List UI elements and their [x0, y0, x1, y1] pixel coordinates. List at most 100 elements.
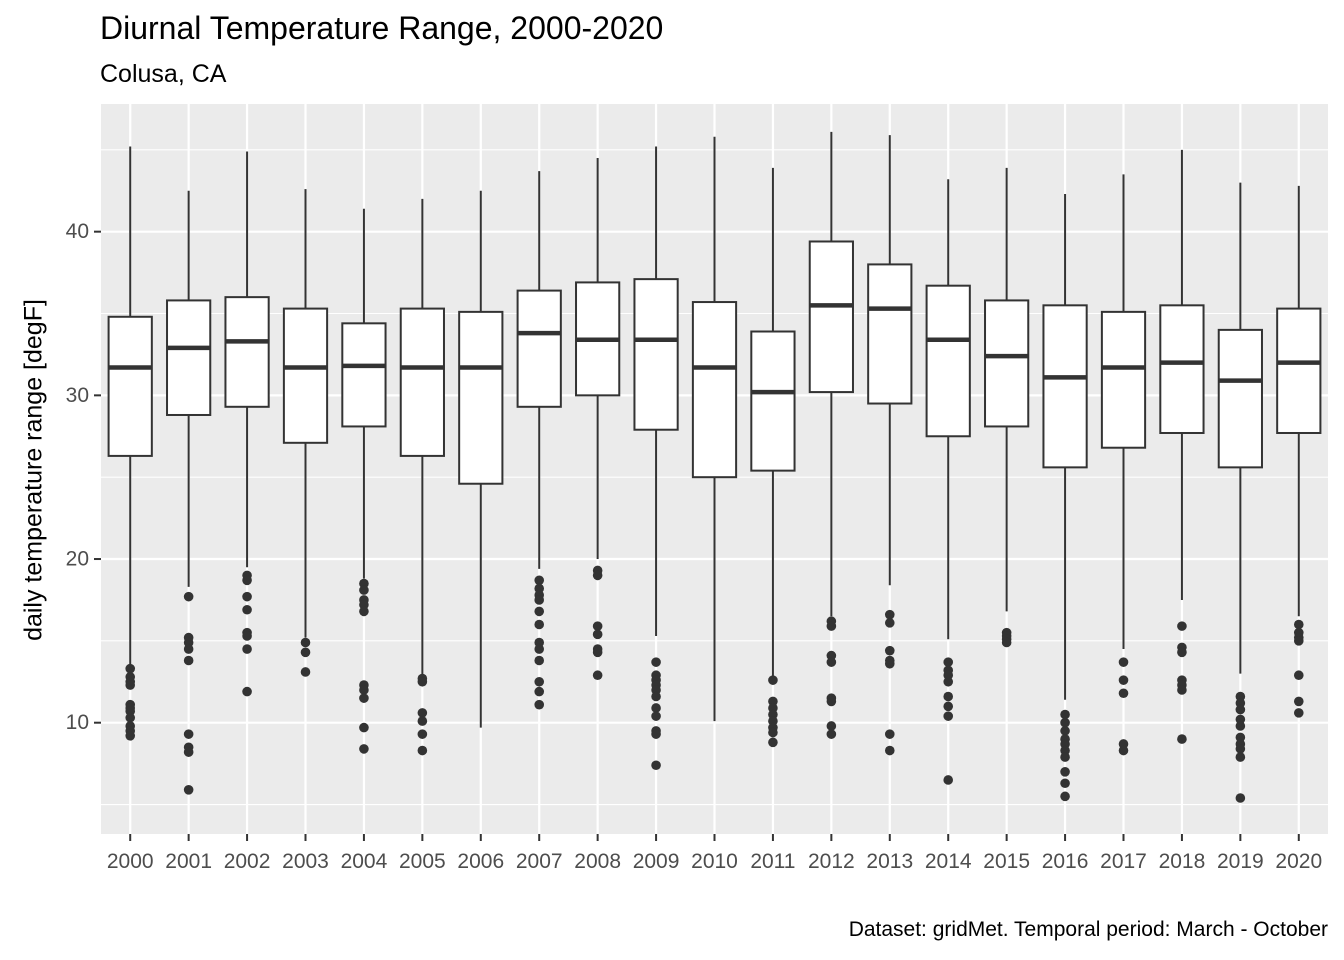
- box-2015: [984, 167, 1030, 648]
- box-2017: [1100, 174, 1147, 756]
- box-iqr: [458, 310, 504, 485]
- box-2002: [224, 151, 270, 697]
- box-iqr: [867, 263, 913, 405]
- outlier-point: [359, 722, 369, 733]
- x-tick-label: 2005: [399, 850, 446, 873]
- y-tick-label: 30: [66, 384, 89, 407]
- outlier-point: [651, 760, 661, 771]
- outlier-point: [1293, 619, 1304, 630]
- outlier-point: [1293, 636, 1304, 646]
- x-tick-label: 2007: [516, 850, 563, 873]
- box-iqr: [1159, 304, 1205, 434]
- outlier-point: [943, 711, 954, 721]
- box-iqr: [633, 278, 679, 431]
- outlier-point: [1293, 696, 1304, 707]
- outlier-point: [651, 703, 661, 713]
- x-tick-label: 2017: [1100, 850, 1147, 873]
- outlier-point: [592, 621, 603, 631]
- outlier-point: [300, 647, 311, 658]
- outlier-point: [826, 657, 837, 667]
- outlier-point: [1235, 752, 1246, 762]
- box-iqr: [282, 307, 329, 444]
- outlier-point: [183, 644, 194, 654]
- box-iqr: [166, 299, 212, 416]
- outlier-point: [1235, 721, 1246, 731]
- outlier-point: [534, 619, 545, 630]
- box-2020: [1276, 185, 1322, 718]
- outlier-point: [943, 657, 954, 667]
- outlier-point: [534, 655, 545, 666]
- outlier-point: [183, 591, 194, 602]
- outlier-point: [1235, 704, 1246, 715]
- outlier-point: [125, 680, 136, 690]
- outlier-point: [651, 691, 661, 702]
- outlier-point: [359, 685, 369, 695]
- outlier-point: [943, 701, 954, 712]
- outlier-point: [242, 631, 252, 641]
- outlier-point: [943, 691, 954, 702]
- outlier-point: [242, 575, 252, 586]
- outlier-point: [417, 729, 428, 739]
- outlier-point: [1118, 675, 1129, 685]
- outlier-point: [592, 647, 603, 658]
- box-2008: [575, 158, 621, 681]
- box-2011: [750, 167, 796, 748]
- x-tick-label: 2015: [983, 850, 1030, 873]
- outlier-point: [1177, 621, 1187, 631]
- chart-title: Diurnal Temperature Range, 2000-2020: [100, 10, 664, 46]
- outlier-point: [884, 658, 895, 669]
- chart-subtitle: Colusa, CA: [100, 60, 227, 88]
- outlier-point: [1235, 744, 1246, 754]
- outlier-point: [1060, 717, 1070, 728]
- box-iqr: [1042, 304, 1088, 469]
- x-tick-label: 2008: [574, 850, 621, 873]
- outlier-point: [242, 604, 252, 615]
- outlier-point: [534, 595, 545, 605]
- outlier-point: [417, 716, 428, 726]
- box-2003: [282, 189, 329, 677]
- outlier-point: [768, 675, 778, 685]
- box-2007: [516, 171, 562, 710]
- box-2019: [1217, 182, 1263, 803]
- outlier-point: [1001, 637, 1012, 648]
- y-axis: 10 20 30 40: [66, 220, 101, 734]
- x-tick-label: 2004: [341, 850, 388, 873]
- outlier-point: [592, 629, 603, 640]
- x-tick-label: 2002: [224, 850, 271, 873]
- box-iqr: [808, 240, 854, 394]
- box-2013: [867, 135, 913, 756]
- box-2004: [341, 208, 387, 754]
- x-tick-label: 2010: [691, 850, 738, 873]
- y-tick-label: 40: [66, 220, 89, 243]
- outlier-point: [592, 570, 603, 581]
- y-tick-label: 10: [66, 711, 89, 734]
- outlier-point: [1060, 767, 1070, 777]
- outlier-point: [417, 676, 428, 687]
- x-tick-label: 2019: [1217, 850, 1264, 873]
- outlier-point: [417, 745, 428, 756]
- outlier-point: [884, 618, 895, 628]
- outlier-point: [826, 729, 837, 739]
- outlier-point: [242, 644, 252, 654]
- outlier-point: [1060, 752, 1070, 762]
- box-iqr: [399, 307, 445, 457]
- x-tick-label: 2000: [107, 850, 154, 873]
- outlier-point: [1177, 685, 1187, 695]
- x-tick-label: 2011: [750, 850, 795, 873]
- box-2016: [1042, 194, 1088, 802]
- outlier-point: [534, 699, 545, 710]
- outlier-point: [1060, 726, 1070, 736]
- box-2009: [633, 146, 679, 771]
- outlier-point: [592, 670, 603, 681]
- outlier-point: [826, 621, 837, 631]
- outlier-point: [884, 645, 895, 656]
- outlier-point: [534, 644, 545, 654]
- box-iqr: [341, 322, 387, 428]
- outlier-point: [943, 676, 954, 687]
- outlier-point: [1060, 778, 1070, 789]
- outlier-point: [534, 575, 545, 586]
- x-tick-label: 2006: [457, 850, 504, 873]
- outlier-point: [534, 676, 545, 687]
- box-2000: [107, 146, 153, 741]
- x-tick-label: 2020: [1275, 850, 1322, 873]
